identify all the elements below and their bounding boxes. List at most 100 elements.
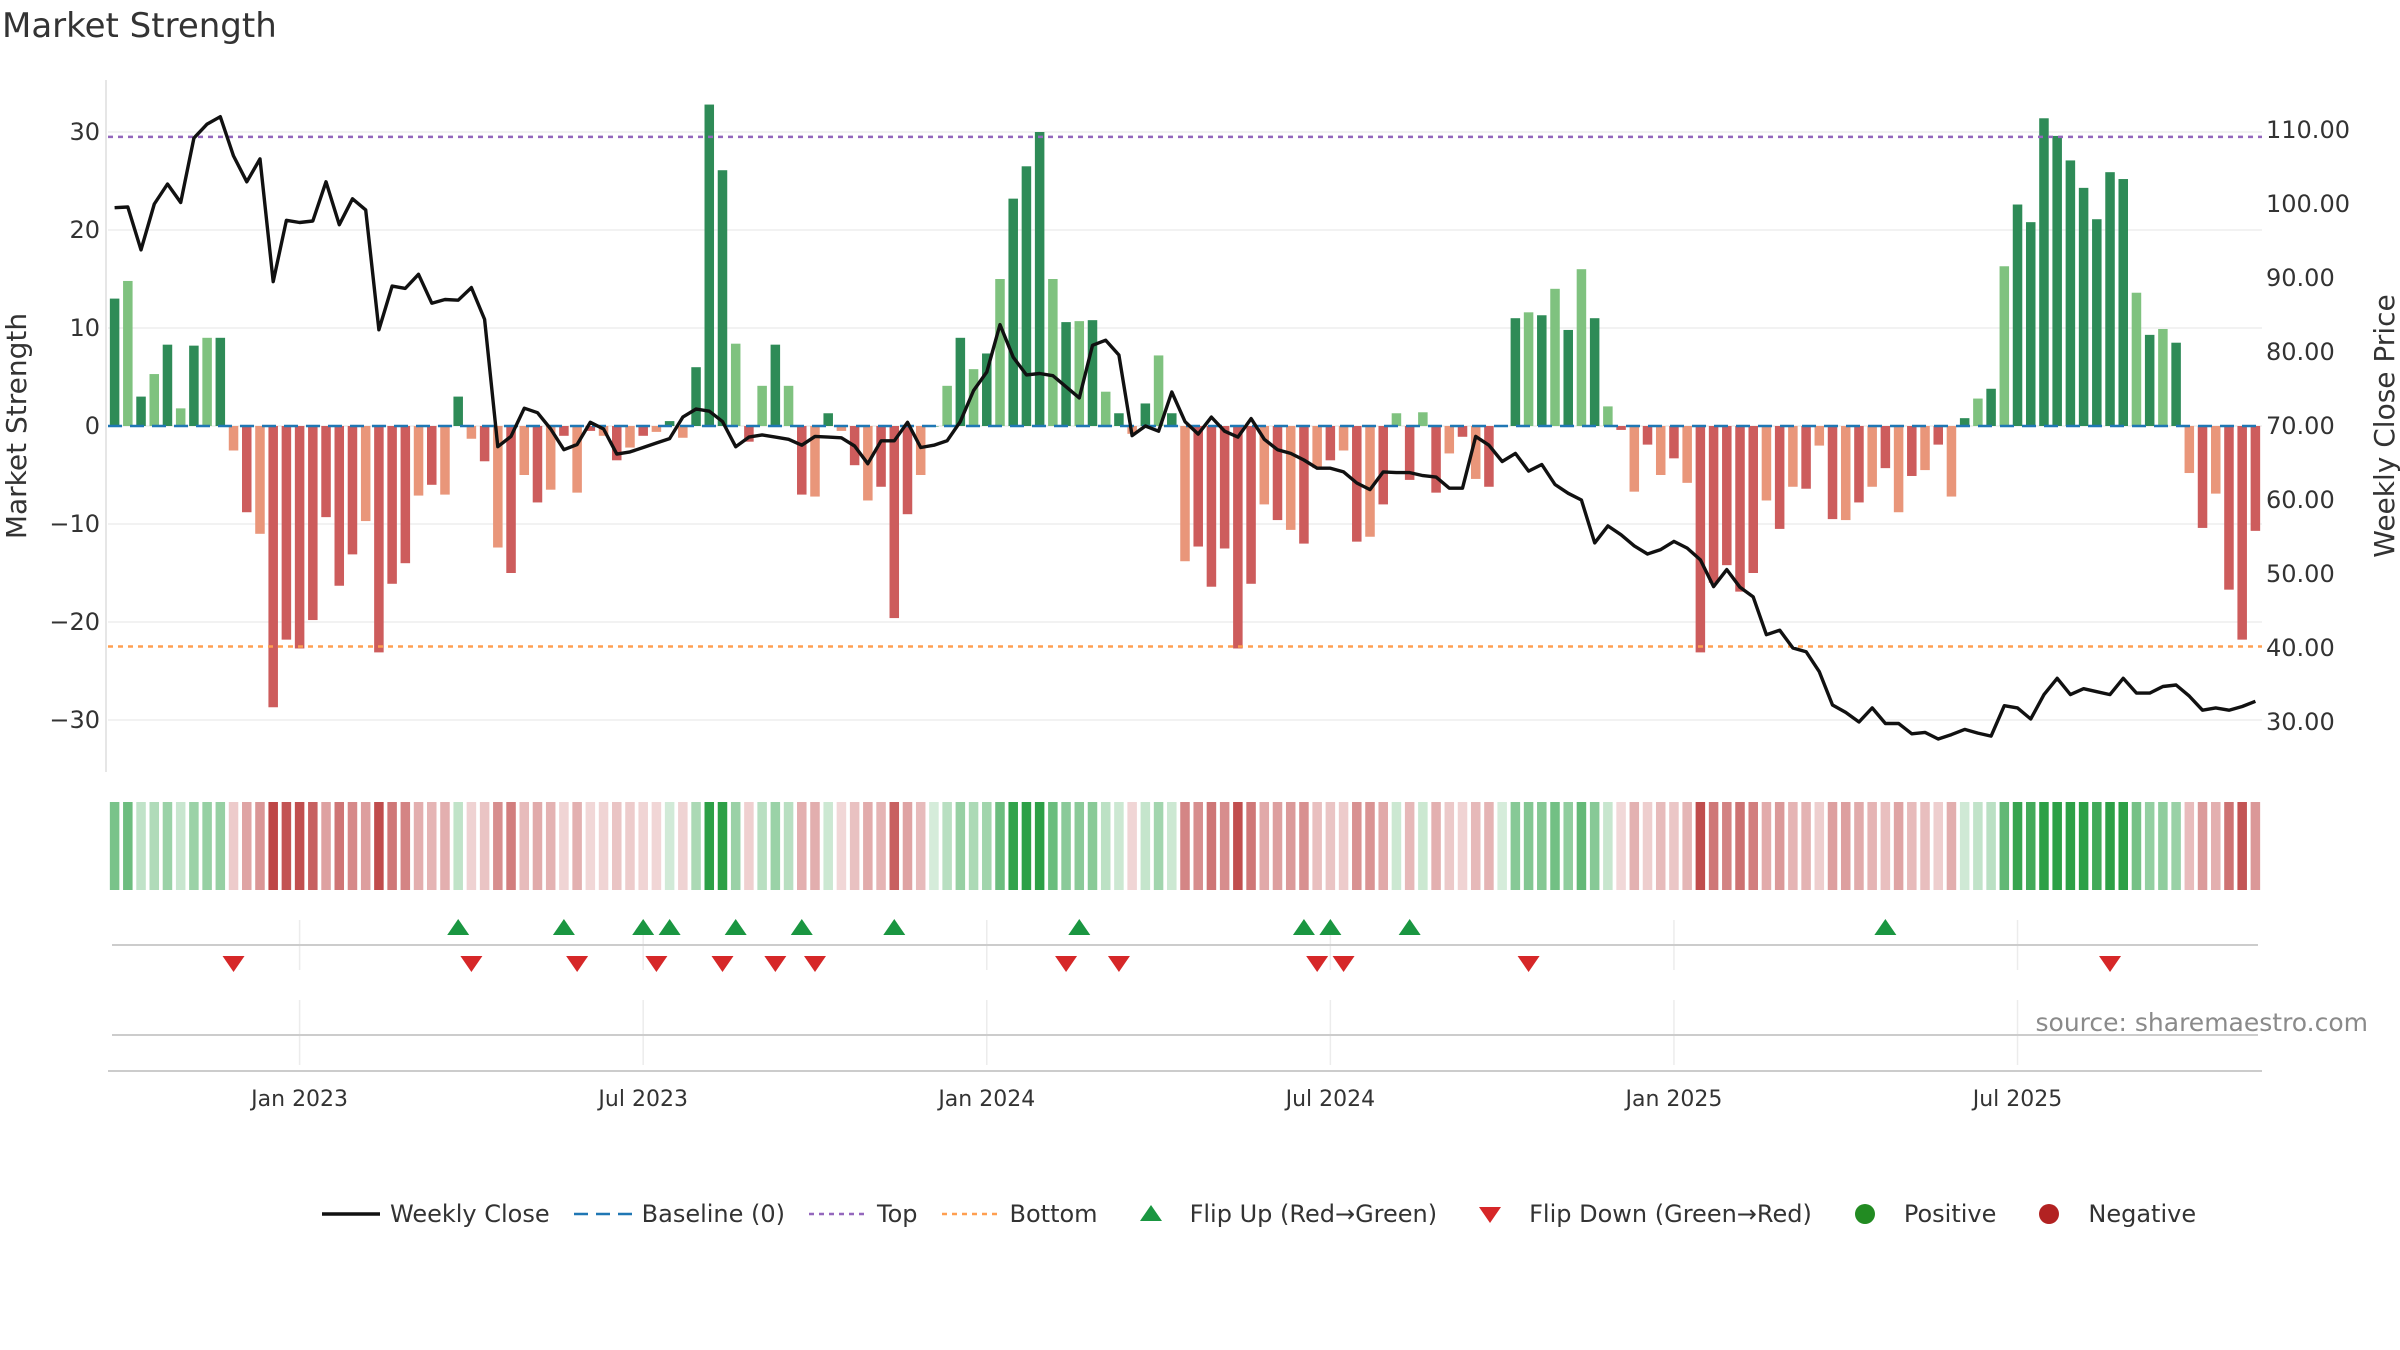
legend-item: Baseline (0) — [572, 1200, 785, 1228]
strength-bar — [717, 170, 728, 426]
heat-cell — [1959, 802, 1970, 890]
strength-bar — [1642, 426, 1653, 445]
heat-cell — [1603, 802, 1613, 890]
legend-items: Weekly Close Baseline (0) Top Bottom Flip Up… — [320, 1200, 2218, 1228]
strength-bar — [2197, 426, 2208, 528]
heat-cell — [1114, 802, 1124, 890]
strength-bar — [1748, 426, 1758, 573]
heat-cell — [1788, 802, 1798, 890]
strength-bar — [1576, 269, 1587, 426]
legend-symbol — [2039, 1204, 2060, 1224]
heat-cell — [955, 802, 966, 890]
strength-bar — [453, 396, 463, 426]
strength-bar — [1193, 426, 1203, 547]
strength-bar — [374, 426, 384, 653]
heat-cell — [1206, 802, 1217, 890]
strength-bar — [506, 426, 516, 573]
strength-bar — [1391, 413, 1402, 426]
strength-bar — [1470, 426, 1481, 479]
heat-cell — [1629, 802, 1640, 890]
strength-bar — [955, 337, 966, 426]
heat-cell — [995, 802, 1005, 890]
flip-up-marker — [658, 919, 681, 935]
heat-cell — [347, 802, 358, 890]
strength-bar — [387, 426, 397, 584]
heat-cell — [744, 802, 754, 890]
heat-cell — [1470, 802, 1481, 890]
strength-bar — [2052, 135, 2062, 427]
heat-cell — [1457, 802, 1468, 890]
flip-up-marker — [1292, 919, 1315, 935]
strength-bar — [400, 426, 411, 564]
strength-bar — [823, 413, 833, 426]
heat-cell — [2105, 802, 2115, 890]
flip-down-marker — [645, 956, 668, 972]
left-tick-label: −20 — [49, 608, 100, 636]
flip-down-marker — [2099, 956, 2122, 972]
heat-cell — [1140, 802, 1151, 890]
strength-bar — [585, 426, 596, 431]
heat-cell — [1285, 802, 1296, 890]
strength-bar — [466, 426, 477, 439]
strength-bar — [1854, 426, 1864, 503]
heat-cell — [1999, 802, 2010, 890]
strength-bar — [1603, 406, 1613, 426]
strength-bar — [968, 369, 979, 426]
heat-cell — [321, 802, 331, 890]
heat-cell — [1616, 802, 1626, 890]
flip-down-marker — [1107, 956, 1130, 972]
legend-label: Flip Down (Green→Red) — [1529, 1200, 1812, 1228]
heat-cell — [982, 802, 992, 890]
right-tick-label: 50.00 — [2266, 560, 2335, 588]
heat-cell — [1444, 802, 1455, 890]
strength-bar — [797, 426, 807, 495]
heat-cell — [360, 802, 371, 890]
heat-cell — [493, 802, 503, 890]
heat-cell — [889, 802, 900, 890]
strength-bar — [1695, 426, 1706, 653]
strength-bar — [241, 426, 252, 513]
strength-bar — [2065, 160, 2076, 427]
strength-bar — [1180, 426, 1190, 562]
heat-cell — [136, 802, 146, 890]
strength-bar — [664, 421, 675, 426]
flip-down-marker — [711, 956, 734, 972]
strength-bar — [1616, 426, 1626, 430]
heat-cell — [1219, 802, 1230, 890]
legend-item: Flip Up (Red→Green) — [1120, 1200, 1437, 1228]
strength-bar — [1774, 426, 1785, 529]
strength-bar — [2224, 426, 2234, 590]
strength-bar — [770, 344, 781, 426]
heat-cell — [704, 802, 715, 890]
strength-bar — [1206, 426, 1217, 587]
strength-bar — [704, 104, 715, 426]
heat-cell — [1880, 802, 1891, 890]
strength-bar — [493, 426, 503, 548]
heat-cell — [823, 802, 833, 890]
legend-item: Negative — [2018, 1200, 2196, 1228]
flip-down-marker — [1517, 956, 1540, 972]
strength-bar — [532, 426, 543, 503]
heat-cell — [1550, 802, 1560, 890]
heat-cell — [1100, 802, 1111, 890]
flip-down-marker — [460, 956, 483, 972]
heat-cell — [598, 802, 609, 890]
strength-bar — [559, 426, 569, 436]
heat-cell — [1034, 802, 1045, 890]
heat-cell — [1246, 802, 1256, 890]
heat-cell — [1748, 802, 1758, 890]
heat-cell — [2171, 802, 2181, 890]
strength-bar — [1999, 266, 2010, 426]
strength-bar — [1655, 426, 1666, 475]
strength-bar — [2025, 222, 2036, 426]
strength-bar — [519, 426, 530, 475]
strength-bar — [294, 426, 305, 649]
strength-bar — [1920, 426, 1930, 471]
heat-cell — [175, 802, 186, 890]
strength-bar — [162, 344, 173, 426]
flip-up-marker — [1398, 919, 1421, 935]
heat-cell — [1167, 802, 1177, 890]
strength-bars — [109, 104, 2261, 708]
heat-cell — [2184, 802, 2195, 890]
